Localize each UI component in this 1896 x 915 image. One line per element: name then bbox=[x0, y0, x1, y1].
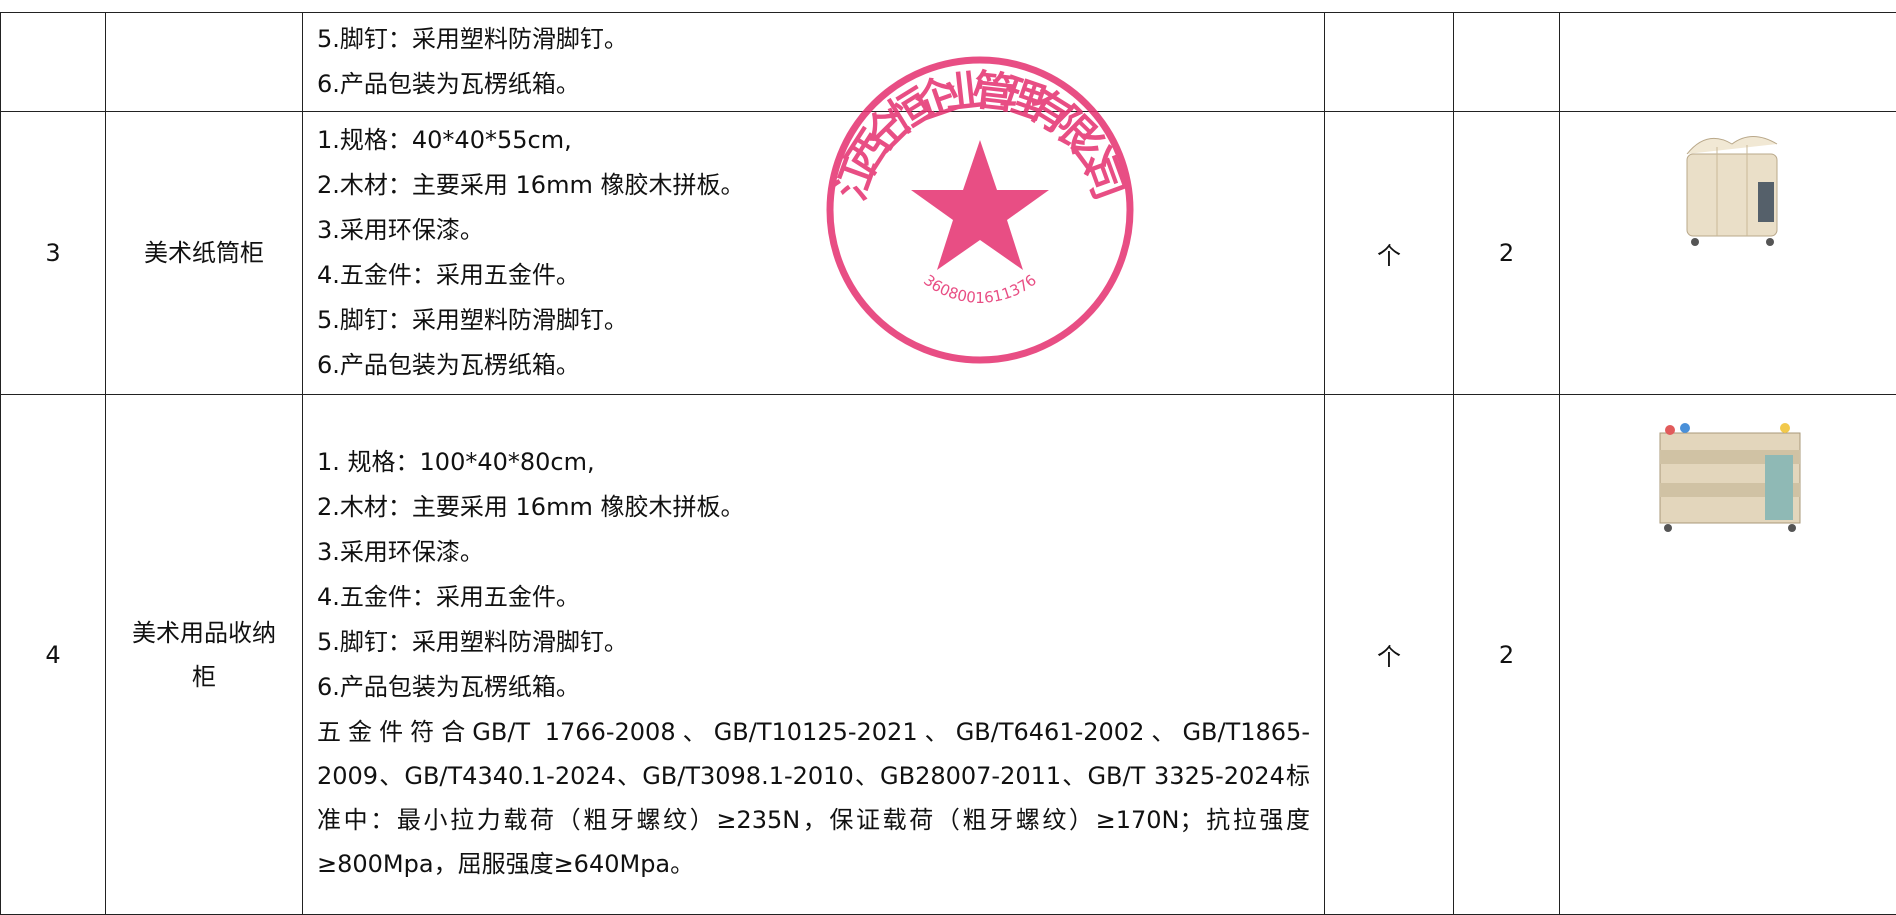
row-number-text: 3 bbox=[45, 239, 60, 267]
product-image bbox=[1560, 395, 1896, 915]
cabinet-image bbox=[1560, 112, 1896, 388]
unit bbox=[1325, 13, 1454, 112]
quantity: 2 bbox=[1454, 395, 1560, 915]
product-name-text: 美术纸筒柜 bbox=[144, 239, 264, 267]
desc-line: 4.五金件：采用五金件。 bbox=[317, 253, 1310, 298]
product-name: 美术纸筒柜 bbox=[106, 112, 303, 395]
product-image bbox=[1560, 13, 1896, 112]
quantity bbox=[1454, 13, 1560, 112]
page: {"table": {"rows": [ {"no": null, "name"… bbox=[0, 0, 1896, 881]
storage-image bbox=[1560, 395, 1896, 901]
desc-line: 1.规格：40*40*55cm, bbox=[317, 118, 1310, 163]
quantity-text: 2 bbox=[1499, 239, 1514, 267]
table-row: 3 美术纸筒柜 1.规格：40*40*55cm,2.木材：主要采用 16mm 橡胶木… bbox=[1, 112, 1896, 395]
row-number-text: 4 bbox=[45, 641, 60, 669]
desc-line: 2.木材：主要采用 16mm 橡胶木拼板。 bbox=[317, 485, 1310, 530]
desc-line: 6.产品包装为瓦楞纸箱。 bbox=[317, 62, 1310, 107]
description: 1. 规格：100*40*80cm,2.木材：主要采用 16mm 橡胶木拼板。3… bbox=[303, 395, 1325, 915]
desc-line: 1. 规格：100*40*80cm, bbox=[317, 440, 1310, 485]
unit-text: 个 bbox=[1377, 643, 1401, 671]
description: 1.规格：40*40*55cm,2.木材：主要采用 16mm 橡胶木拼板。3.采… bbox=[303, 112, 1325, 395]
desc-line: 6.产品包装为瓦楞纸箱。 bbox=[317, 665, 1310, 710]
desc-line: 2.木材：主要采用 16mm 橡胶木拼板。 bbox=[317, 163, 1310, 208]
desc-line: 4.五金件：采用五金件。 bbox=[317, 575, 1310, 620]
product-image bbox=[1560, 112, 1896, 395]
desc-line: 5.脚钉：采用塑料防滑脚钉。 bbox=[317, 17, 1310, 62]
product-name: 美术用品收纳柜 bbox=[106, 395, 303, 915]
row-number: 4 bbox=[1, 395, 106, 915]
quantity-text: 2 bbox=[1499, 641, 1514, 669]
desc-line: 5.脚钉：采用塑料防滑脚钉。 bbox=[317, 620, 1310, 665]
table-row: 5.脚钉：采用塑料防滑脚钉。6.产品包装为瓦楞纸箱。 bbox=[1, 13, 1896, 112]
product-name-text: 美术用品收纳柜 bbox=[132, 619, 276, 691]
description: 5.脚钉：采用塑料防滑脚钉。6.产品包装为瓦楞纸箱。 bbox=[303, 13, 1325, 112]
unit: 个 bbox=[1325, 395, 1454, 915]
desc-line: 6.产品包装为瓦楞纸箱。 bbox=[317, 343, 1310, 388]
product-name bbox=[106, 13, 303, 112]
row-number: 3 bbox=[1, 112, 106, 395]
desc-line: 3.采用环保漆。 bbox=[317, 530, 1310, 575]
desc-line: 5.脚钉：采用塑料防滑脚钉。 bbox=[317, 298, 1310, 343]
unit-text: 个 bbox=[1377, 242, 1401, 270]
quantity: 2 bbox=[1454, 112, 1560, 395]
row-number bbox=[1, 13, 106, 112]
table-row: 4 美术用品收纳柜 1. 规格：100*40*80cm,2.木材：主要采用 16mm… bbox=[1, 395, 1896, 915]
standard-note: 五金件符合GB/T 1766-2008、GB/T10125-2021、GB/T6… bbox=[317, 710, 1310, 886]
desc-line: 3.采用环保漆。 bbox=[317, 208, 1310, 253]
unit: 个 bbox=[1325, 112, 1454, 395]
